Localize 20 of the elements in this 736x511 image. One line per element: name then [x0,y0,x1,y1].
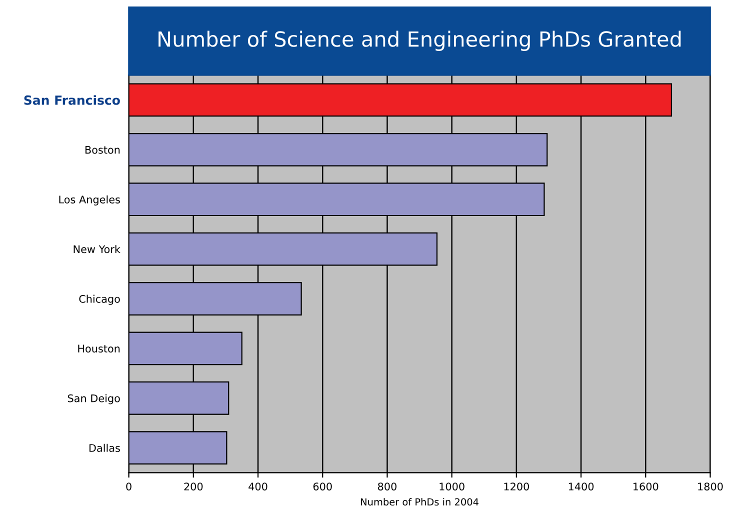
y-tick-label: New York [74,245,120,254]
x-tick-label: 1400 [568,482,594,490]
x-tick-label: 600 [313,482,332,490]
y-tick-label: Chicago [79,294,120,305]
x-tick-label: 0 [126,482,132,490]
x-tick-label: 1800 [698,482,723,490]
x-tick-label: 1600 [634,482,658,490]
x-tick-label: 400 [248,482,268,490]
x-tick-label: 200 [184,482,203,490]
y-tick-label: San Francisco [24,95,120,105]
y-tick-label: Los Angeles [59,195,120,206]
x-tick-label: 1000 [440,482,464,490]
y-tick-label: Houston [78,344,120,353]
y-tick-label: San Deigo [68,394,120,404]
y-tick-label: Dallas [89,444,120,452]
x-tick-label: 1200 [504,482,529,490]
x-tick-label: 800 [378,482,396,490]
y-tick-label: Boston [85,146,120,154]
x-axis-title: Number of PhDs in 2004 [360,498,478,506]
chart-title: Number of Science and Engineering PhDs Granted [158,30,681,51]
